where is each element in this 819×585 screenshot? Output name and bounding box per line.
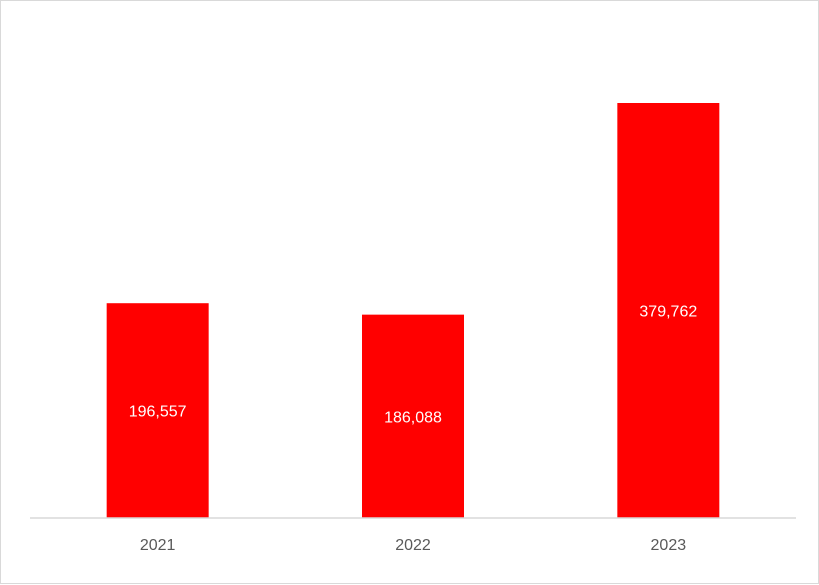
bar-2023 <box>617 103 720 518</box>
x-tick-label-2021: 2021 <box>140 537 176 554</box>
x-tick-label-2023: 2023 <box>651 537 687 554</box>
bar-2021 <box>106 303 209 518</box>
data-label-2022: 186,088 <box>384 409 442 426</box>
data-labels-group: 196,557 186,088 379,762 <box>129 304 698 427</box>
bar-2022 <box>362 314 464 518</box>
data-label-2023: 379,762 <box>639 304 697 321</box>
x-tick-label-2022: 2022 <box>395 537 431 554</box>
data-label-2021: 196,557 <box>129 404 187 421</box>
x-tick-labels-group: 2021 2022 2023 <box>140 537 686 554</box>
bars-group <box>106 103 720 518</box>
